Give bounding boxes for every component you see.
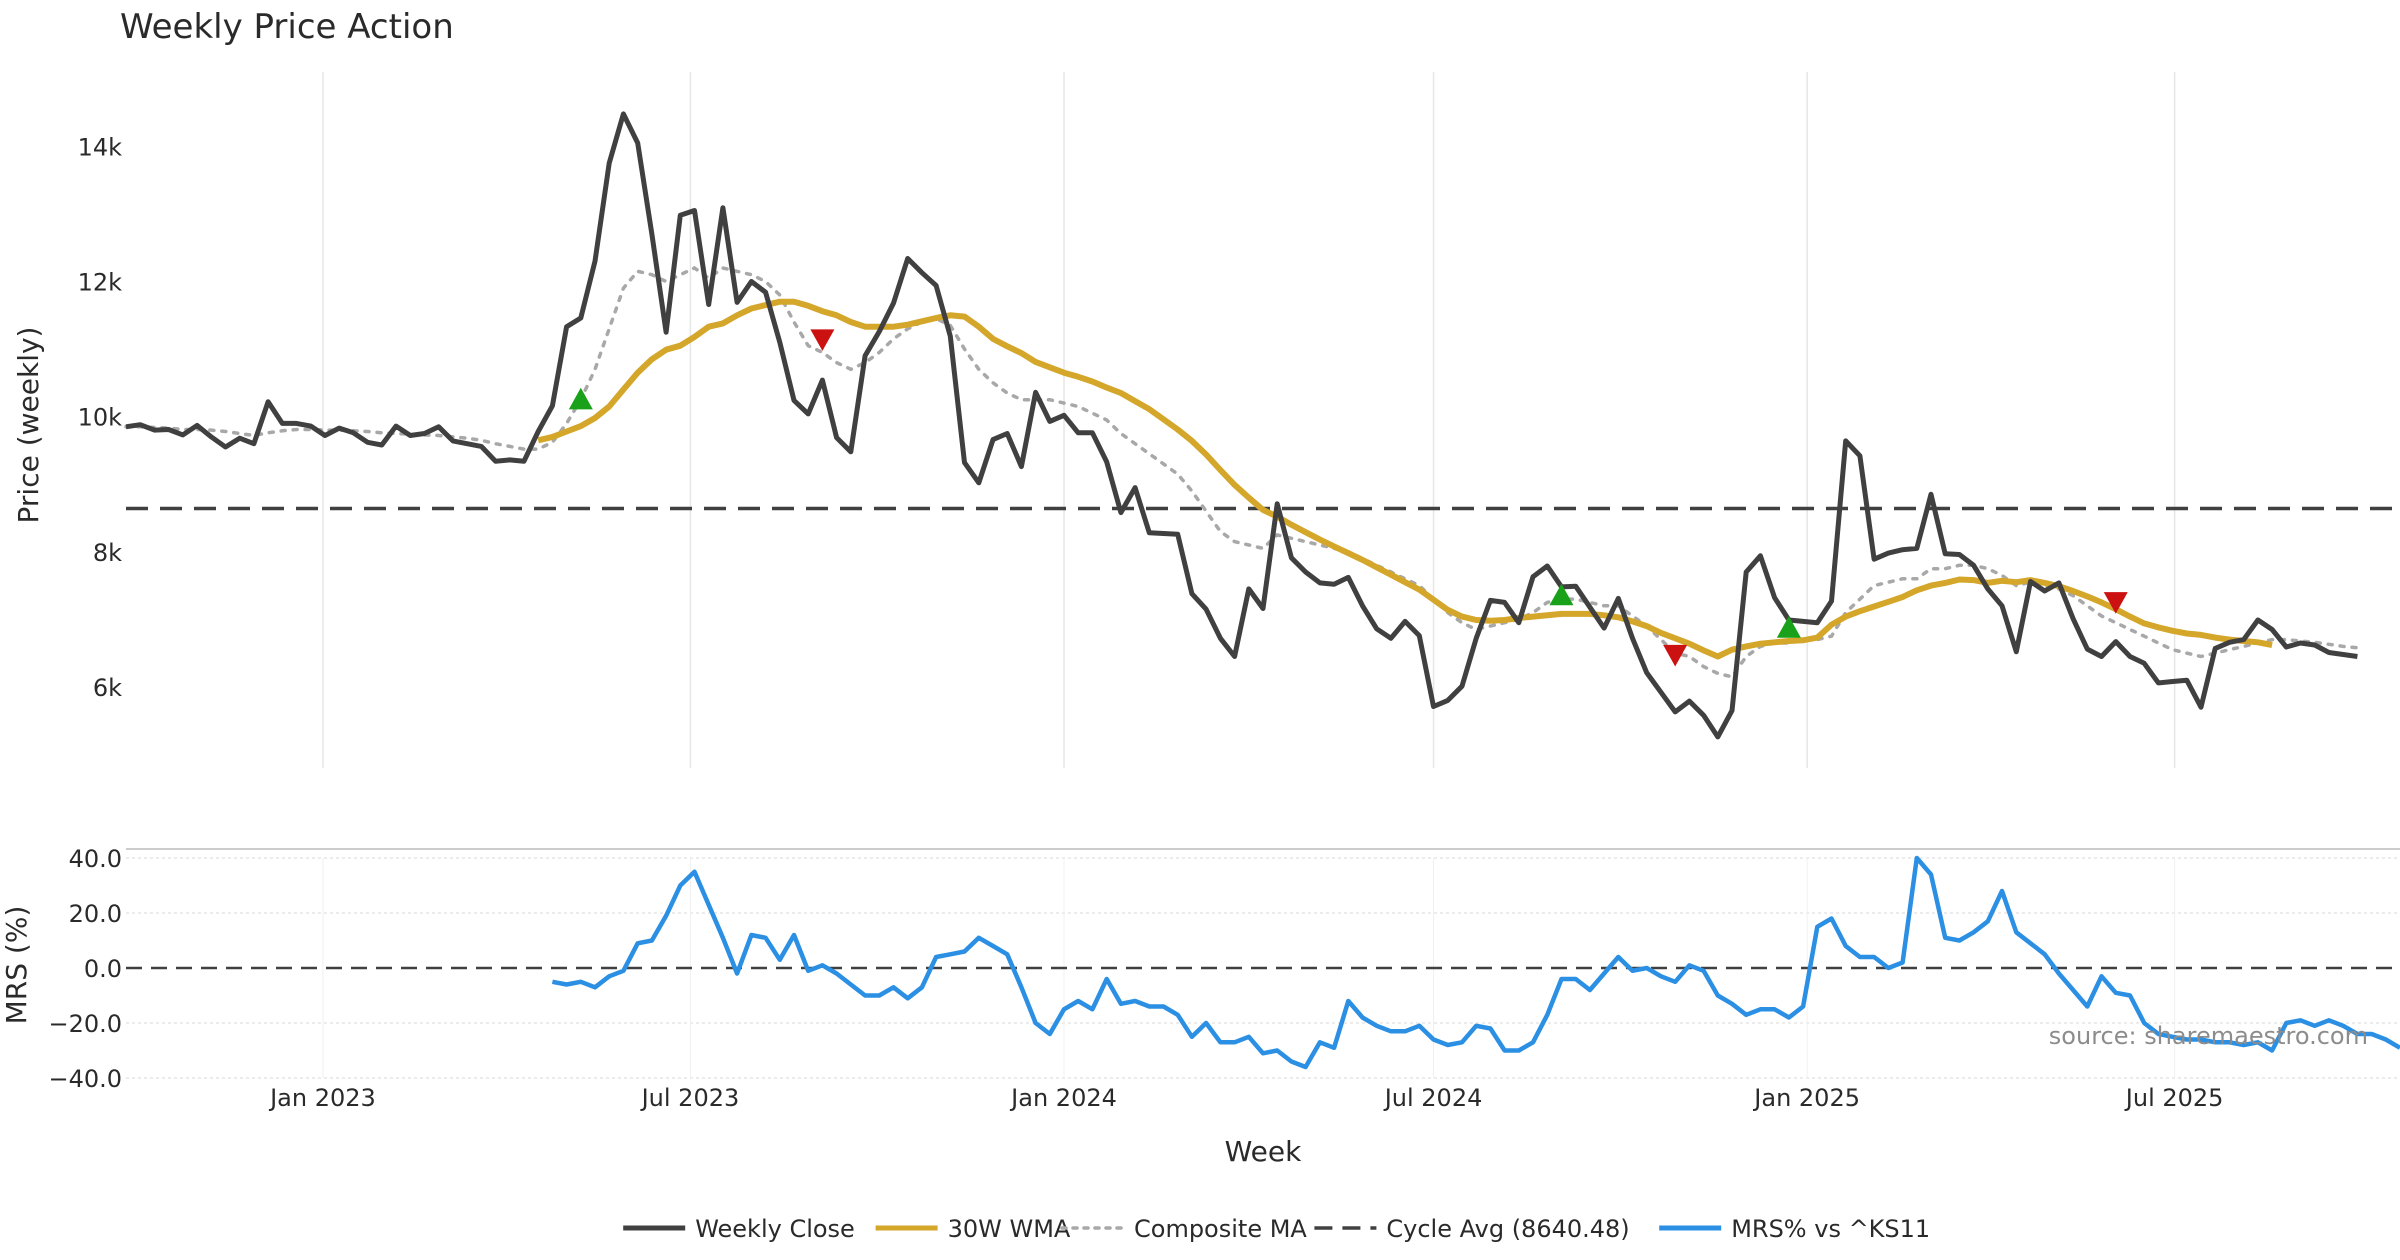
price-y-tick-label: 8k: [93, 539, 122, 567]
mrs-y-tick-label: −40.0: [48, 1065, 122, 1093]
chart-title: Weekly Price Action: [120, 7, 454, 47]
buy-signal-marker: [568, 387, 593, 410]
sell-signal-marker: [810, 329, 835, 351]
price-y-axis-title: Price (weekly): [12, 327, 45, 524]
x-axis-title: Week: [1225, 1135, 1302, 1168]
mrs-y-tick-label: −20.0: [48, 1010, 122, 1038]
sell-signal-marker: [2103, 592, 2128, 614]
legend-label-cycle_avg: Cycle Avg (8640.48): [1386, 1215, 1629, 1243]
x-tick-label: Jul 2025: [2124, 1084, 2224, 1112]
weekly-close-line: [125, 111, 2358, 740]
x-tick-label: Jan 2025: [1752, 1084, 1860, 1112]
legend-label-composite_ma: Composite MA: [1134, 1215, 1307, 1243]
x-tick-label: Jan 2024: [1009, 1084, 1117, 1112]
x-tick-label: Jul 2024: [1383, 1084, 1483, 1112]
price-y-tick-label: 14k: [78, 133, 123, 161]
x-ticks: Jan 2023 Jul 2023 Jan 2024 Jul 2024 Jan 2025…: [268, 1084, 2223, 1112]
legend-label-mrs: MRS% vs ^KS11: [1731, 1215, 1930, 1243]
mrs-y-tick-label: 40.0: [69, 845, 122, 873]
source-annotation: source: sharemaestro.com: [2049, 1022, 2368, 1050]
signal-markers: [568, 329, 2128, 667]
buy-signal-marker: [1549, 583, 1574, 606]
price-y-ticks: 6k 8k 10k 12k 14k: [78, 133, 123, 702]
legend-label-weekly_close: Weekly Close: [695, 1215, 855, 1243]
x-tick-label: Jul 2023: [640, 1084, 740, 1112]
mrs-line: [551, 855, 2400, 1070]
price-y-tick-label: 12k: [78, 268, 123, 296]
mrs-y-tick-label: 0.0: [84, 955, 122, 983]
x-tick-label: Jan 2023: [268, 1084, 376, 1112]
legend: Weekly Close 30W WMA Composite MA Cycle Avg…: [623, 1215, 1930, 1243]
composite-ma-line: [124, 265, 2360, 679]
mrs-panel: 40.0 20.0 0.0 −20.0 −40.0 MRS (%) source: sh…: [0, 845, 2400, 1093]
mrs-y-tick-label: 20.0: [69, 900, 122, 928]
mrs-y-axis-title: MRS (%): [0, 906, 33, 1025]
buy-signal-marker: [1776, 616, 1801, 638]
wma-30w-line: [537, 298, 2273, 660]
mrs-y-ticks: 40.0 20.0 0.0 −20.0 −40.0: [48, 845, 122, 1093]
price-panel: 6k 8k 10k 12k 14k Price (weekly): [12, 72, 2400, 768]
price-grid: [322, 72, 2176, 768]
price-y-tick-label: 6k: [93, 674, 122, 702]
legend-label-wma_30w: 30W WMA: [948, 1215, 1071, 1243]
price-y-tick-label: 10k: [78, 404, 123, 432]
sell-signal-marker: [1663, 644, 1688, 667]
